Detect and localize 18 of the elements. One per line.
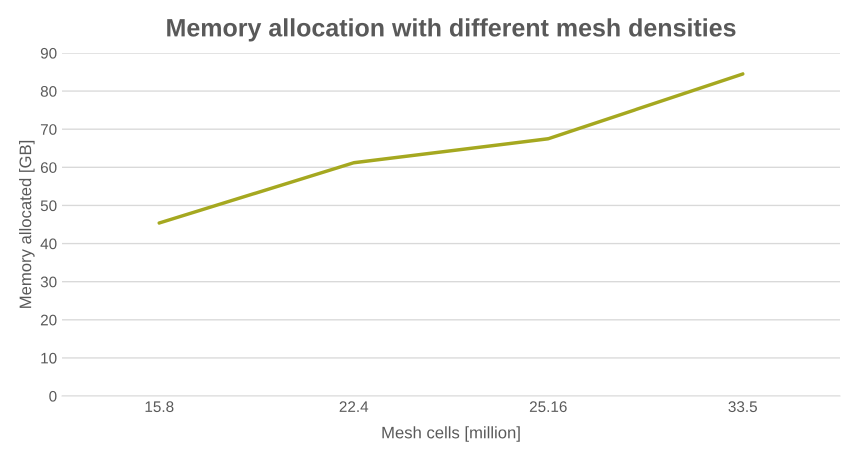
y-tick-label: 20 [40,314,57,326]
x-tick-label: 25.16 [530,401,567,412]
y-tick-label: 90 [40,48,57,59]
x-tick-label: 33.5 [728,401,757,412]
y-tick-label: 0 [49,390,57,402]
y-tick-label: 30 [40,276,57,288]
line-series [158,72,744,225]
y-tick-label: 10 [41,352,57,364]
y-tick-label: 40 [40,238,57,250]
y-tick-label: 70 [40,124,57,135]
x-tick-label: 22.4 [340,401,368,412]
x-axis-title: Mesh cells [million] [382,426,520,442]
y-tick-label: 60 [40,162,57,174]
x-tick-label: 15.8 [146,401,174,412]
chart-title: Memory allocation with different mesh densities [167,18,736,42]
y-axis-title: Memory allocated [GB] [19,140,35,308]
y-tick-label: 80 [40,86,57,97]
y-tick-label: 50 [40,200,57,212]
